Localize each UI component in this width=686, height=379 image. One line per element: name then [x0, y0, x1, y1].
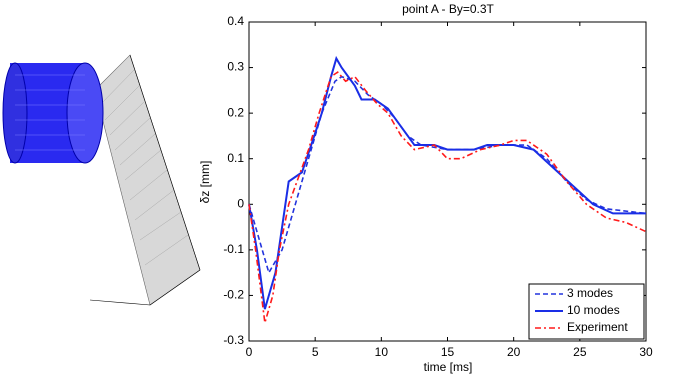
y-axis-label: δz [mm] [198, 161, 212, 204]
legend-label: 10 modes [567, 303, 620, 317]
axis-3d [90, 300, 150, 305]
y-tick-label: -0.1 [223, 242, 244, 256]
x-tick-label: 15 [441, 345, 455, 359]
x-tick-label: 0 [246, 345, 253, 359]
chart-title: point A - By=0.3T [402, 2, 494, 16]
y-tick-label: -0.2 [223, 288, 244, 302]
legend-label: 3 modes [567, 286, 613, 300]
x-tick-label: 25 [573, 345, 587, 359]
y-tick-label: 0 [237, 196, 244, 210]
cylinder-end [67, 63, 103, 163]
x-tick-label: 5 [312, 345, 319, 359]
page: point A - By=0.3T time [ms] δz [mm] 0 5 10… [0, 0, 686, 379]
y-tick-label: 0.1 [227, 151, 244, 165]
illustration [3, 55, 200, 305]
series-line [249, 58, 646, 309]
x-tick-label: 10 [375, 345, 389, 359]
y-tick-label: 0.2 [227, 105, 244, 119]
x-tick-label: 20 [507, 345, 521, 359]
y-tick-label: -0.3 [223, 333, 244, 347]
legend-label: Experiment [567, 320, 628, 334]
cylinder-start [3, 63, 27, 163]
y-tick-label: 0.4 [227, 14, 244, 28]
x-axis-label: time [ms] [424, 360, 473, 374]
plate [95, 55, 200, 305]
x-tick-label: 30 [639, 345, 653, 359]
series-line [249, 77, 646, 273]
y-tick-label: 0.3 [227, 60, 244, 74]
